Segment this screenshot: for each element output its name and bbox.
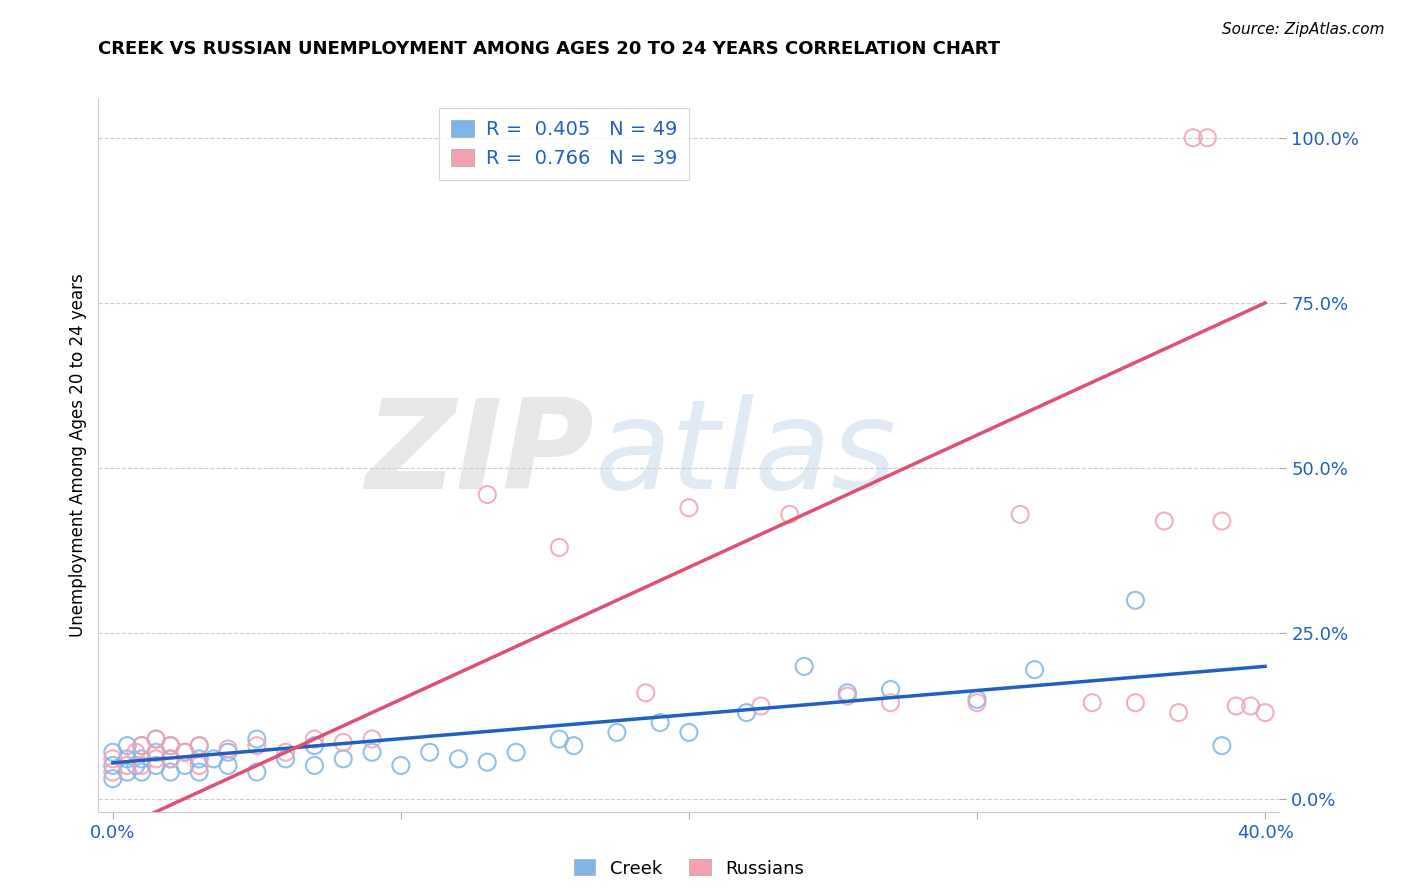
Point xyxy=(217,742,239,756)
Point xyxy=(188,739,211,753)
Point xyxy=(202,752,225,766)
Point xyxy=(274,752,297,766)
Point xyxy=(1197,130,1219,145)
Point xyxy=(879,682,901,697)
Point xyxy=(217,745,239,759)
Point xyxy=(966,692,988,706)
Point xyxy=(361,732,384,747)
Point xyxy=(145,745,167,759)
Point xyxy=(304,758,326,772)
Point xyxy=(188,765,211,780)
Point xyxy=(115,758,138,772)
Point xyxy=(678,500,700,515)
Point xyxy=(159,765,181,780)
Point xyxy=(145,758,167,772)
Point xyxy=(131,739,153,753)
Point xyxy=(1182,130,1205,145)
Point xyxy=(361,745,384,759)
Point xyxy=(447,752,470,766)
Point xyxy=(1254,706,1277,720)
Text: CREEK VS RUSSIAN UNEMPLOYMENT AMONG AGES 20 TO 24 YEARS CORRELATION CHART: CREEK VS RUSSIAN UNEMPLOYMENT AMONG AGES… xyxy=(98,40,1001,58)
Point xyxy=(678,725,700,739)
Point xyxy=(125,758,148,772)
Point xyxy=(246,765,269,780)
Point xyxy=(145,732,167,747)
Point xyxy=(173,745,195,759)
Point xyxy=(634,686,657,700)
Point xyxy=(606,725,628,739)
Point xyxy=(1167,706,1189,720)
Point xyxy=(1010,508,1032,522)
Point xyxy=(966,696,988,710)
Point xyxy=(173,745,195,759)
Point xyxy=(159,752,181,766)
Text: atlas: atlas xyxy=(595,394,897,516)
Point xyxy=(159,752,181,766)
Point xyxy=(131,765,153,780)
Point xyxy=(1024,663,1046,677)
Point xyxy=(837,689,859,703)
Point xyxy=(115,765,138,780)
Point xyxy=(389,758,412,772)
Point xyxy=(1211,514,1233,528)
Point xyxy=(115,739,138,753)
Point xyxy=(101,765,124,780)
Point xyxy=(548,541,571,555)
Point xyxy=(505,745,527,759)
Point xyxy=(159,739,181,753)
Point xyxy=(101,752,124,766)
Point xyxy=(304,739,326,753)
Point xyxy=(101,745,124,759)
Point xyxy=(793,659,815,673)
Point xyxy=(145,752,167,766)
Point xyxy=(548,732,571,747)
Point xyxy=(650,715,672,730)
Point xyxy=(1240,698,1263,713)
Point xyxy=(304,732,326,747)
Point xyxy=(1081,696,1104,710)
Point xyxy=(188,758,211,772)
Point xyxy=(125,745,148,759)
Point xyxy=(477,487,499,501)
Point xyxy=(419,745,441,759)
Point xyxy=(837,686,859,700)
Point xyxy=(173,758,195,772)
Point xyxy=(735,706,758,720)
Point xyxy=(1153,514,1175,528)
Point xyxy=(188,752,211,766)
Point xyxy=(1125,696,1147,710)
Point xyxy=(779,508,801,522)
Point xyxy=(246,739,269,753)
Point xyxy=(332,735,354,749)
Point xyxy=(562,739,585,753)
Y-axis label: Unemployment Among Ages 20 to 24 years: Unemployment Among Ages 20 to 24 years xyxy=(69,273,87,637)
Point xyxy=(115,752,138,766)
Point xyxy=(246,732,269,747)
Point xyxy=(131,758,153,772)
Point xyxy=(477,755,499,769)
Text: ZIP: ZIP xyxy=(366,394,595,516)
Point xyxy=(1225,698,1247,713)
Point xyxy=(1211,739,1233,753)
Point xyxy=(274,745,297,759)
Point xyxy=(332,752,354,766)
Point xyxy=(188,739,211,753)
Point xyxy=(101,772,124,786)
Point xyxy=(159,739,181,753)
Text: Source: ZipAtlas.com: Source: ZipAtlas.com xyxy=(1222,22,1385,37)
Point xyxy=(145,732,167,747)
Point xyxy=(879,696,901,710)
Point xyxy=(217,758,239,772)
Point xyxy=(131,752,153,766)
Point xyxy=(101,758,124,772)
Point xyxy=(749,698,772,713)
Point xyxy=(131,739,153,753)
Legend: Creek, Russians: Creek, Russians xyxy=(567,852,811,885)
Point xyxy=(1125,593,1147,607)
